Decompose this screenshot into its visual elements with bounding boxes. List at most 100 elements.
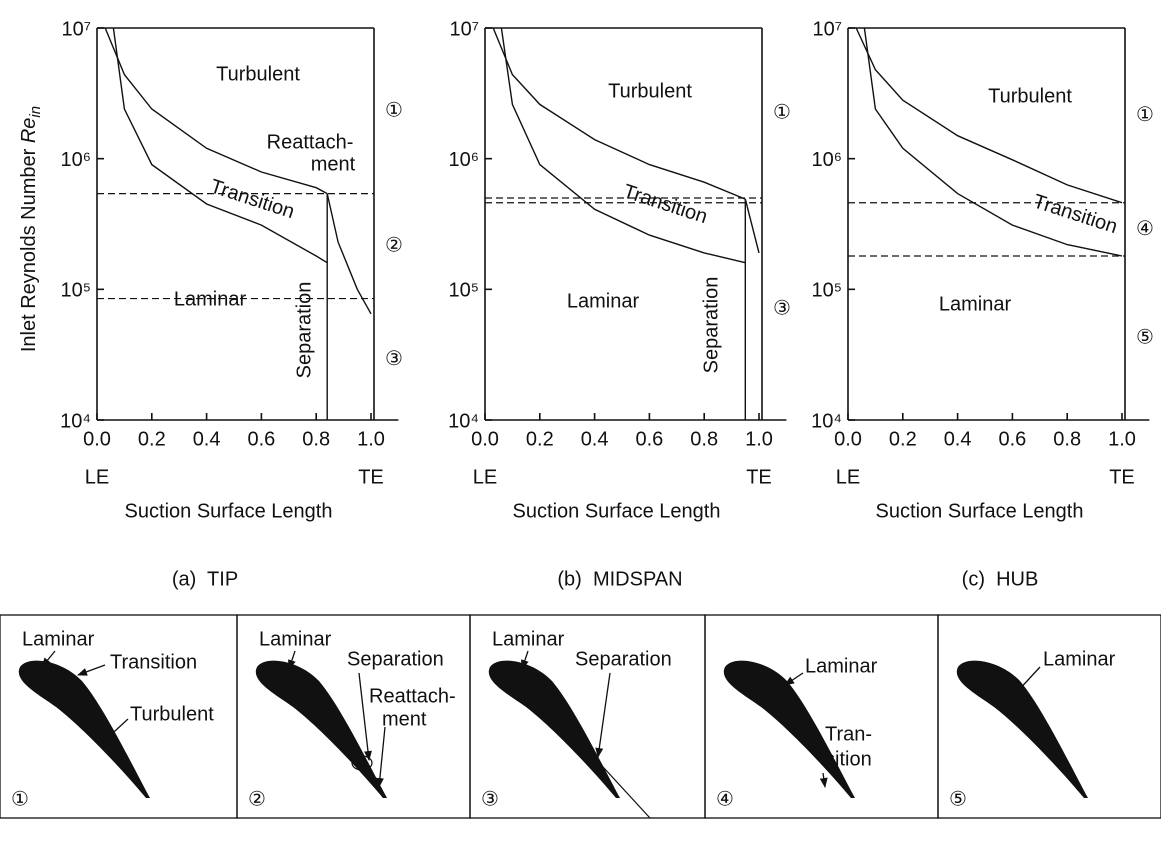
x-tick-label: 0.6 xyxy=(998,428,1026,450)
arrow xyxy=(77,664,106,676)
y-axis-label-text: Inlet Reynolds Number xyxy=(18,143,40,352)
curve xyxy=(492,27,746,200)
blade-label: Laminar xyxy=(259,628,332,650)
region-label: Turbulent xyxy=(608,80,692,102)
panel-number: ⑤ xyxy=(949,787,967,811)
blade-label: Laminar xyxy=(22,628,95,650)
arrow xyxy=(521,650,529,670)
panel-frame xyxy=(704,614,939,819)
curve xyxy=(855,27,1123,204)
x-tick-label: 0.8 xyxy=(690,428,718,450)
blade-label: Tran- xyxy=(825,723,872,745)
regime-label: ④ xyxy=(1136,216,1154,240)
x-tick-label: 0.8 xyxy=(1053,428,1081,450)
x-tick-label: 0.0 xyxy=(834,428,862,450)
blade xyxy=(956,660,1088,798)
x-end-label: TE xyxy=(1109,466,1135,488)
y-axis-label-subscript: in xyxy=(27,106,44,118)
y-tick-label: 10⁶ xyxy=(61,149,91,171)
region-label: Laminar xyxy=(567,290,640,312)
x-tick-label: 0.4 xyxy=(581,428,609,450)
x-tick-label: 0.8 xyxy=(302,428,330,450)
arrow xyxy=(784,672,804,686)
panel-caption: (c) HUB xyxy=(962,568,1039,590)
x-tick-label: 0.6 xyxy=(635,428,663,450)
blade-panel: Laminar ⑤ xyxy=(937,614,1161,819)
x-tick-label: 0.2 xyxy=(889,428,917,450)
y-tick-label: 10⁷ xyxy=(450,18,479,40)
y-tick-label: 10⁶ xyxy=(449,149,479,171)
y-tick-label: 10⁴ xyxy=(811,410,842,432)
x-axis-label: Suction Surface Length xyxy=(876,500,1084,522)
region-label: Laminar xyxy=(939,293,1012,315)
blade-label: Turbulent xyxy=(130,703,214,725)
x-tick-label: 0.4 xyxy=(193,428,221,450)
region-label: Reattach- xyxy=(267,131,354,153)
x-tick-label: 0.4 xyxy=(944,428,972,450)
panel-number: ③ xyxy=(481,787,499,811)
y-tick-label: 10⁴ xyxy=(448,410,479,432)
blade xyxy=(488,660,620,798)
region-label: Separation xyxy=(293,282,315,379)
arrow xyxy=(101,718,129,744)
blade-label: Laminar xyxy=(805,655,878,677)
panel-caption: (b) MIDSPAN xyxy=(557,568,682,590)
y-tick-label: 10⁴ xyxy=(60,410,91,432)
arrow xyxy=(41,650,56,668)
region-label: Transition xyxy=(620,180,710,228)
curve xyxy=(104,27,328,195)
blade xyxy=(255,660,387,798)
regime-label: ③ xyxy=(385,346,403,370)
panel-caption: (a) TIP xyxy=(172,568,238,590)
blade-label: Separation xyxy=(347,648,444,670)
curve xyxy=(744,198,760,254)
region-label: Transition xyxy=(207,175,297,223)
blade-panel: Laminar Tran-sition ④ xyxy=(704,614,939,819)
panel-number: ① xyxy=(11,787,29,811)
region-label: Turbulent xyxy=(988,85,1072,107)
x-tick-label: 1.0 xyxy=(357,428,385,450)
blade-label: Transition xyxy=(110,651,197,673)
blade xyxy=(723,660,855,798)
separation-line xyxy=(591,754,651,819)
separation-bubble xyxy=(351,755,373,771)
arrow xyxy=(595,672,611,758)
y-axis-label: Inlet Reynolds Number Rein xyxy=(18,106,44,352)
arrow xyxy=(1015,666,1041,694)
regime-label: ③ xyxy=(773,296,791,320)
curve xyxy=(500,27,746,264)
arrow xyxy=(288,650,296,670)
arrow xyxy=(375,726,386,788)
region-label: Turbulent xyxy=(216,63,300,85)
blade-label: sition xyxy=(825,748,872,770)
blade-label: ment xyxy=(382,708,427,730)
blade xyxy=(18,660,151,798)
curve xyxy=(326,193,372,315)
x-tick-label: 0.6 xyxy=(247,428,275,450)
y-tick-label: 10⁵ xyxy=(811,280,842,302)
regime-label: ② xyxy=(385,233,403,257)
y-axis-label-symbol: Re xyxy=(18,118,40,144)
blade-label: Separation xyxy=(575,648,672,670)
blade-label: Reattach- xyxy=(369,685,456,707)
chart: 10⁴ 10⁵ 10⁶ 10⁷ 0.0 0.2 0.4 0.6 0.8 1.0 LE TE Suctio… xyxy=(18,18,403,590)
x-tick-label: 0.0 xyxy=(471,428,499,450)
x-axis-label: Suction Surface Length xyxy=(125,500,333,522)
regime-label: ① xyxy=(385,97,403,121)
x-end-label: LE xyxy=(85,466,109,488)
blade-label: Laminar xyxy=(492,628,565,650)
region-label: ment xyxy=(311,153,356,175)
x-end-label: TE xyxy=(358,466,384,488)
x-tick-label: 0.2 xyxy=(526,428,554,450)
y-tick-label: 10⁵ xyxy=(448,280,479,302)
panel-frame xyxy=(937,614,1161,819)
regime-label: ① xyxy=(773,100,791,124)
region-label: Laminar xyxy=(174,288,247,310)
regime-label: ① xyxy=(1136,102,1154,126)
chart: 10⁴ 10⁵ 10⁶ 10⁷ 0.0 0.2 0.4 0.6 0.8 1.0 LE TE Suctio… xyxy=(448,18,791,590)
x-tick-label: 0.2 xyxy=(138,428,166,450)
x-end-label: LE xyxy=(473,466,497,488)
blade-label: Laminar xyxy=(1043,648,1116,670)
